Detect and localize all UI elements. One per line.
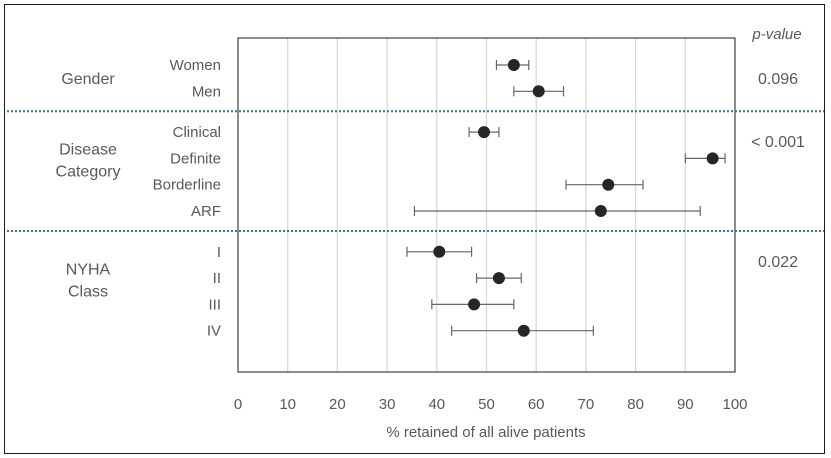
point-marker	[532, 85, 545, 98]
forest-plot: WomenMenClinicalDefiniteBorderlineARFIII…	[7, 26, 824, 441]
point-marker	[478, 126, 491, 139]
x-tick-label: 60	[528, 396, 545, 413]
group-separators	[7, 110, 824, 232]
row-label: Men	[192, 83, 221, 100]
row-label: Women	[170, 57, 221, 74]
error-bars	[406, 60, 726, 336]
row-label: IV	[207, 323, 221, 340]
row-labels: WomenMenClinicalDefiniteBorderlineARFIII…	[153, 57, 221, 340]
p-value: 0.022	[758, 254, 798, 271]
row-label: Clinical	[173, 124, 221, 141]
point-marker	[602, 178, 615, 191]
group-label: NYHA	[66, 261, 111, 278]
group-label: Disease	[59, 142, 117, 159]
x-tick-label: 0	[234, 396, 242, 413]
x-tick-label: 100	[722, 396, 747, 413]
row-label: II	[213, 270, 221, 287]
point-marker	[507, 59, 520, 71]
gridlines	[287, 38, 686, 372]
x-tick-label: 40	[428, 396, 445, 413]
x-tick-label: 10	[279, 396, 296, 413]
row-label: Borderline	[153, 177, 221, 194]
point-markers	[433, 59, 719, 337]
group-label: Category	[56, 164, 121, 181]
row-label: Definite	[170, 150, 221, 167]
point-marker	[433, 245, 446, 258]
chart-frame: Women Men Clinical Definite Borderline ARF I II…	[4, 4, 825, 454]
x-tick-label: 80	[627, 396, 644, 413]
x-tick-label: 70	[578, 396, 595, 413]
group-label: Class	[68, 283, 108, 300]
p-value-header: p-value	[751, 26, 801, 43]
row-label: I	[217, 244, 221, 261]
x-tick-labels: 0 10 20 30 40 50 60 70 80 90 100	[234, 396, 748, 413]
group-labels: Gender Disease Category NYHA Class	[56, 71, 121, 300]
point-marker	[492, 272, 505, 285]
x-axis-label: % retained of all alive patients	[386, 424, 585, 441]
point-marker	[706, 152, 719, 165]
point-marker	[517, 324, 530, 337]
plot-area-border	[237, 37, 736, 373]
point-marker	[468, 298, 481, 311]
row-label: III	[208, 296, 221, 313]
row-label: ARF	[191, 203, 221, 220]
group-label: Gender	[61, 71, 115, 88]
x-tick-label: 30	[379, 396, 396, 413]
point-marker	[594, 205, 607, 217]
p-value: 0.096	[758, 71, 798, 88]
x-tick-label: 90	[677, 396, 694, 413]
p-value: < 0.001	[751, 134, 805, 151]
p-values: 0.096 < 0.001 0.022	[751, 71, 805, 271]
x-tick-label: 50	[478, 396, 495, 413]
x-tick-label: 20	[329, 396, 346, 413]
